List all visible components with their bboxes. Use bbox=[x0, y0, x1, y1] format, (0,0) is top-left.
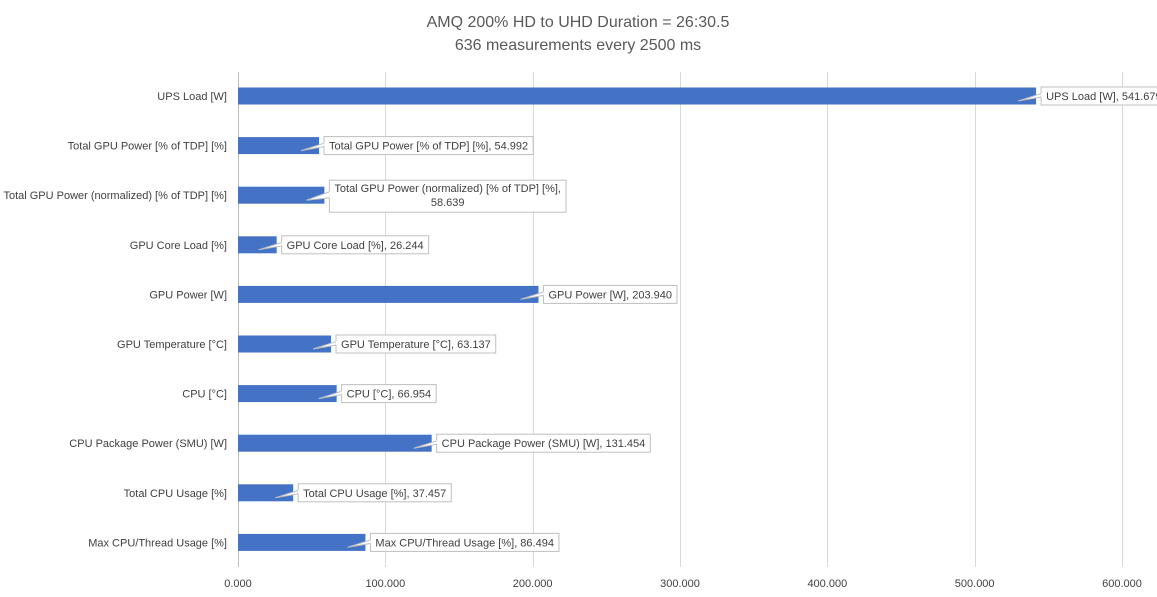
category-label: Total GPU Power (normalized) [% of TDP] … bbox=[3, 190, 227, 202]
bar bbox=[238, 236, 277, 254]
data-label-text: GPU Power [W], 203.940 bbox=[548, 289, 672, 301]
data-label: Total GPU Power (normalized) [% of TDP] … bbox=[306, 179, 567, 213]
chart-title: AMQ 200% HD to UHD Duration = 26:30.5 bbox=[427, 14, 730, 31]
x-tick-label: 500.000 bbox=[955, 578, 995, 590]
data-label-text: Total GPU Power (normalized) [% of TDP] … bbox=[334, 183, 561, 195]
x-tick-label: 200.000 bbox=[513, 578, 553, 590]
x-tick-label: 100.000 bbox=[365, 578, 405, 590]
data-label: Max CPU/Thread Usage [%], 86.494 bbox=[347, 532, 560, 552]
category-label: GPU Temperature [°C] bbox=[117, 339, 227, 351]
bar bbox=[238, 87, 1037, 105]
data-label-text: 58.639 bbox=[431, 197, 465, 209]
data-label: Total CPU Usage [%], 37.457 bbox=[275, 483, 452, 503]
bar bbox=[238, 434, 432, 452]
data-label-text: GPU Temperature [°C], 63.137 bbox=[341, 339, 491, 351]
data-label-text: UPS Load [W], 541.679 bbox=[1046, 91, 1157, 103]
data-label: CPU [°C], 66.954 bbox=[318, 384, 437, 404]
category-label: UPS Load [W] bbox=[157, 91, 227, 103]
data-label-text: Total CPU Usage [%], 37.457 bbox=[303, 488, 446, 500]
bar bbox=[238, 186, 325, 204]
data-label: GPU Temperature [°C], 63.137 bbox=[312, 334, 497, 354]
bars bbox=[238, 87, 1037, 551]
category-label: GPU Power [W] bbox=[149, 289, 227, 301]
data-label: CPU Package Power (SMU) [W], 131.454 bbox=[413, 433, 651, 453]
category-label: Total GPU Power [% of TDP] [%] bbox=[68, 141, 227, 153]
bar bbox=[238, 533, 366, 551]
data-label-text: Total GPU Power [% of TDP] [%], 54.992 bbox=[329, 141, 528, 153]
x-tick-label: 400.000 bbox=[807, 578, 847, 590]
bar bbox=[238, 335, 332, 353]
category-label: CPU [°C] bbox=[182, 389, 227, 401]
bar bbox=[238, 137, 320, 155]
x-tick-label: 0.000 bbox=[224, 578, 252, 590]
data-label: Total GPU Power [% of TDP] [%], 54.992 bbox=[300, 136, 534, 156]
category-label: Total CPU Usage [%] bbox=[124, 488, 227, 500]
bar bbox=[238, 385, 337, 403]
category-label: Max CPU/Thread Usage [%] bbox=[88, 537, 227, 549]
data-labels: UPS Load [W], 541.679 Total GPU Power [% … bbox=[258, 86, 1157, 552]
category-labels: UPS Load [W] Total GPU Power [% of TDP] [… bbox=[3, 91, 227, 549]
data-label-text: CPU Package Power (SMU) [W], 131.454 bbox=[442, 438, 646, 450]
category-label: GPU Core Load [%] bbox=[130, 240, 227, 252]
data-label: GPU Core Load [%], 26.244 bbox=[258, 235, 430, 255]
bar bbox=[238, 484, 294, 502]
data-label-text: GPU Core Load [%], 26.244 bbox=[287, 240, 424, 252]
data-label: GPU Power [W], 203.940 bbox=[520, 284, 678, 304]
data-label-text: Max CPU/Thread Usage [%], 86.494 bbox=[375, 537, 554, 549]
data-label: UPS Load [W], 541.679 bbox=[1017, 86, 1157, 106]
chart-title-group: AMQ 200% HD to UHD Duration = 26:30.5 63… bbox=[427, 14, 730, 54]
chart-subtitle: 636 measurements every 2500 ms bbox=[455, 37, 701, 54]
x-tick-label: 600.000 bbox=[1102, 578, 1142, 590]
x-tick-label: 300.000 bbox=[660, 578, 700, 590]
x-axis-tick-labels: 0.000 100.000 200.000 300.000 400.000 500.000… bbox=[224, 578, 1142, 590]
bar bbox=[238, 285, 539, 303]
data-label-text: CPU [°C], 66.954 bbox=[347, 389, 432, 401]
category-label: CPU Package Power (SMU) [W] bbox=[69, 438, 227, 450]
